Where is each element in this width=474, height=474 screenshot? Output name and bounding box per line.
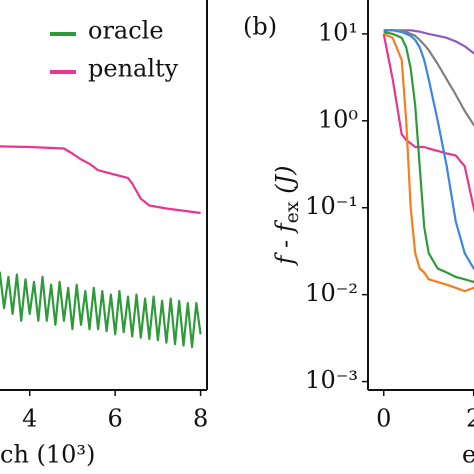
- y-tick-label: 10⁰: [318, 105, 358, 133]
- series-line: [383, 30, 474, 284]
- series-line: [382, 33, 474, 214]
- x-tick-label: 8: [193, 405, 208, 433]
- y-axis-label-part: f - f: [271, 219, 299, 266]
- x-tick-label: 4: [22, 405, 37, 433]
- x-axis-label: e: [462, 441, 474, 469]
- x-axis-label: ch (10³): [0, 441, 95, 469]
- legend-label: penalty: [88, 55, 179, 83]
- y-tick-label: 10⁻¹: [305, 192, 358, 220]
- panel-label: (b): [243, 13, 277, 41]
- x-tick-label: 6: [108, 405, 123, 433]
- legend-label: oracle: [88, 17, 164, 45]
- series-line: [0, 271, 202, 349]
- y-tick-label: 10⁻²: [305, 279, 358, 307]
- series-line: [383, 32, 474, 293]
- x-tick-label: 0: [376, 405, 391, 433]
- x-tick-label: 2: [466, 405, 474, 433]
- y-tick-label: 10⁻³: [305, 366, 358, 394]
- y-axis-label-part: ex: [281, 201, 303, 223]
- plot-area: [382, 29, 474, 293]
- series-line: [383, 29, 474, 270]
- y-tick-label: 10¹: [318, 18, 358, 46]
- series-line: [383, 29, 474, 55]
- y-axis-label: f - fex (J): [271, 165, 304, 266]
- plot-area: [0, 145, 202, 349]
- series-line: [0, 145, 201, 215]
- series-line: [383, 29, 474, 127]
- y-axis-label-part: (J): [271, 165, 299, 201]
